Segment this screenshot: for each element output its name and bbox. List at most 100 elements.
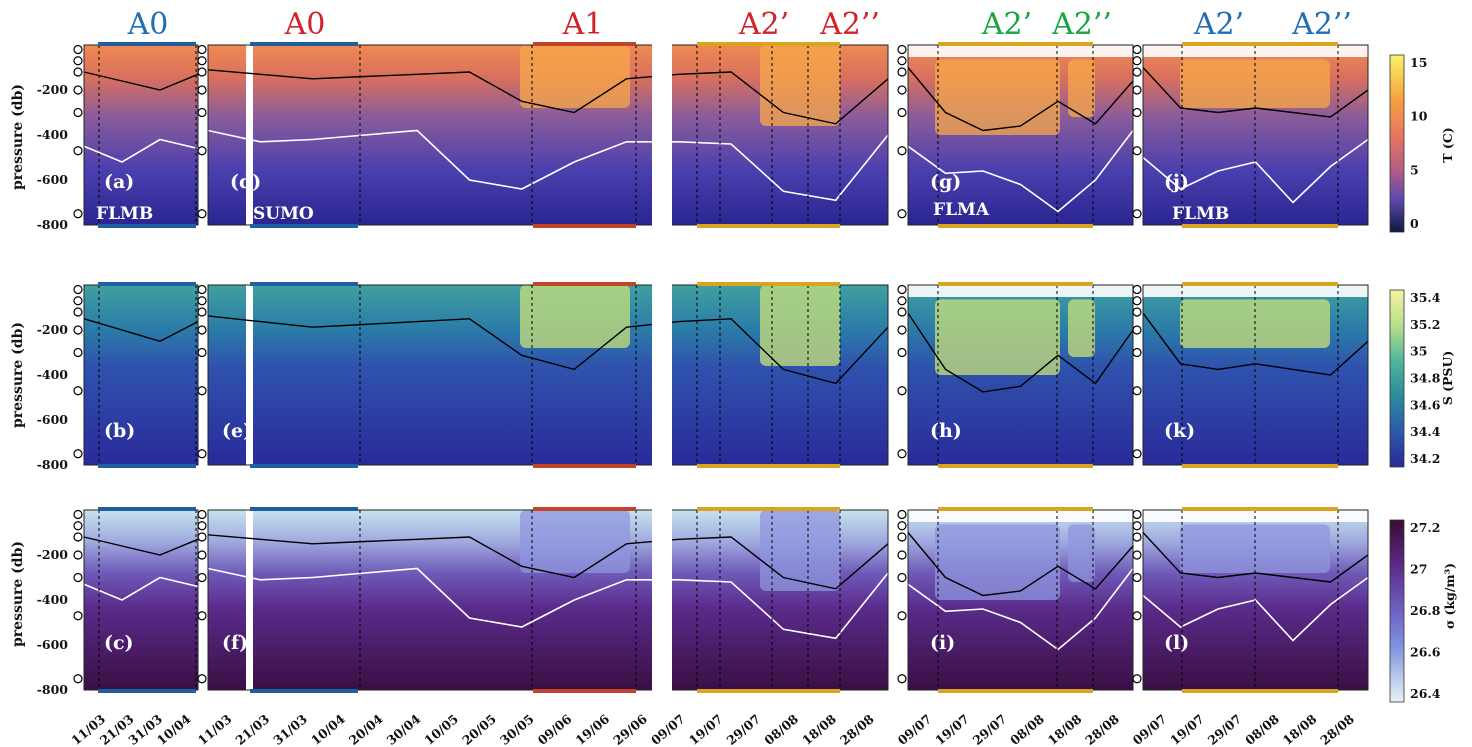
instrument-circle-r0-c0-2 <box>73 67 83 77</box>
y-tick-label-r1-2: -600 <box>37 412 69 427</box>
warm-water-patch-r1-3 <box>1068 299 1095 357</box>
instrument-circle-r1-c2-1 <box>897 296 907 306</box>
y-tick-label-r2-2: -600 <box>37 637 69 652</box>
instrument-circle-r2-c2-6 <box>897 674 907 684</box>
period-bar-top-r0-1 <box>250 42 358 46</box>
segment-label-a1: A1 <box>562 7 604 42</box>
instrument-circle-r2-c3-5 <box>1132 611 1142 621</box>
colorbar-tick-T-1: 10 <box>1410 109 1428 124</box>
segment-label-a0-2: A0 <box>284 7 326 42</box>
white-contour-r2-c1 <box>207 567 889 640</box>
instrument-circle-r0-c0-1 <box>73 56 83 66</box>
instrument-circle-r2-c3-4 <box>1132 572 1142 583</box>
colorbar-tick-T-3: 0 <box>1410 216 1419 231</box>
instrument-circle-r1-c1-6 <box>197 449 207 459</box>
data-gap-white-strip <box>246 45 253 237</box>
x-tick-label-c1-6: 10/05 <box>421 711 461 747</box>
instrument-circle-r0-c1-3 <box>197 85 207 95</box>
instrument-circle-r1-c3-3 <box>1132 325 1142 335</box>
instrument-circle-r0-c2-3 <box>897 85 907 95</box>
instrument-circle-r2-c2-1 <box>897 521 907 531</box>
y-tick-label-r1-1: -400 <box>37 367 69 382</box>
black-contour-r0-c1 <box>207 69 889 125</box>
data-gap-white-strip <box>246 285 253 477</box>
colorbar-tick-S-1: 35.2 <box>1410 317 1440 332</box>
warm-water-patch-r2-1 <box>760 510 840 591</box>
instrument-circle-r1-c1-2 <box>197 307 207 317</box>
heatmap-r0-c0 <box>84 45 198 225</box>
colorbar-tick-sig-0: 27.2 <box>1410 520 1440 535</box>
period-bar-top-r0-3 <box>697 42 840 46</box>
period-bar-bottom-r2-5 <box>1182 689 1338 693</box>
warm-water-patch-r0-0 <box>520 45 630 108</box>
black-contour-r0-c0 <box>83 71 199 91</box>
period-bar-bottom-r2-0 <box>98 689 196 693</box>
period-bar-top-r0-5 <box>1182 42 1338 46</box>
instrument-circle-r1-c0-5 <box>73 386 83 396</box>
warm-water-patch-r0-3 <box>1068 59 1095 117</box>
segment-label-a2pp-3: A2’’ <box>1291 7 1352 42</box>
no-data-top-r1-c2 <box>908 285 1133 297</box>
x-tick-label-c1-16: 18/08 <box>799 711 839 747</box>
y-tick-label-r2-3: -800 <box>37 682 69 697</box>
y-axis-label-row3: pressure (db) <box>10 541 26 647</box>
colorbar-tick-S-2: 35 <box>1410 344 1427 359</box>
colorbar-tick-sig-4: 26.4 <box>1410 686 1441 701</box>
instrument-circle-r1-c2-2 <box>897 307 907 317</box>
segment-label-a2pp-2: A2’’ <box>1051 7 1112 42</box>
x-tick-label-c1-4: 20/04 <box>346 711 386 747</box>
y-tick-label-r2-1: -400 <box>37 592 69 607</box>
instrument-circle-r2-c0-6 <box>73 674 83 684</box>
x-tick-label-c1-12: 09/07 <box>648 711 688 747</box>
panel-label-g: (g) <box>930 171 961 193</box>
instrument-circle-r1-c2-4 <box>897 347 907 358</box>
period-bar-bottom-r1-0 <box>98 464 196 468</box>
period-bar-top-r2-2 <box>533 507 636 511</box>
instrument-circle-r0-c2-2 <box>897 67 907 77</box>
period-bars <box>98 42 1338 693</box>
instrument-circle-r0-c3-3 <box>1132 85 1142 95</box>
x-tick-label-c3-4: 18/08 <box>1280 711 1320 747</box>
instrument-circle-r0-c1-1 <box>197 56 207 66</box>
instrument-circle-r0-c0-3 <box>73 85 83 95</box>
instrument-circle-r0-c0-0 <box>73 44 83 55</box>
instrument-circle-r2-c1-5 <box>197 611 207 621</box>
colorbar-sig <box>1389 519 1405 703</box>
instrument-circle-r0-c1-6 <box>197 209 207 219</box>
instrument-circle-r0-c2-1 <box>897 56 907 66</box>
instrument-circle-r2-c0-5 <box>73 611 83 621</box>
black-contour-r1-c2 <box>907 312 1134 393</box>
instrument-circle-r1-c0-2 <box>73 307 83 317</box>
white-contour-r0-c2 <box>907 130 1134 213</box>
instrument-circle-r1-c0-6 <box>73 449 83 459</box>
black-contour-r2-c1 <box>207 534 889 590</box>
x-tick-label-c1-11: 29/06 <box>610 711 650 747</box>
y-tick-label-r0-1: -400 <box>37 127 69 142</box>
period-bar-top-r1-2 <box>533 282 636 286</box>
x-tick-label-c1-13: 19/07 <box>686 711 726 747</box>
instrument-circle-r1-c3-5 <box>1132 386 1142 396</box>
segment-label-a0-1: A0 <box>127 7 169 42</box>
instrument-circle-r1-c2-0 <box>897 284 907 295</box>
time-gap-r1 <box>652 281 672 469</box>
heatmap-r2-c0 <box>84 510 198 690</box>
x-tick-label-c1-17: 28/08 <box>837 711 877 747</box>
instrument-circle-r2-c1-0 <box>197 509 207 520</box>
instrument-depth-markers <box>73 44 1142 684</box>
instrument-circle-r0-c1-4 <box>197 107 207 118</box>
instrument-circle-r0-c3-6 <box>1132 209 1142 219</box>
period-bar-bottom-r0-3 <box>697 224 840 228</box>
x-tick-label-c2-5: 28/08 <box>1082 711 1122 747</box>
x-tick-label-c3-3: 08/08 <box>1242 711 1282 747</box>
panel-label-a: (a) <box>104 171 134 193</box>
mooring-label-flma: FLMA <box>933 200 990 220</box>
warm-water-patch-r1-2 <box>935 299 1060 375</box>
period-bar-bottom-r1-2 <box>533 464 636 468</box>
colorbar-label-sigma: σ (kg/m³) <box>1442 563 1457 629</box>
segment-label-a2p-1: A2’ <box>738 7 789 42</box>
colorbar-tick-S-6: 34.2 <box>1410 451 1440 466</box>
instrument-circle-r0-c1-5 <box>197 146 207 156</box>
x-tick-label-c2-3: 08/08 <box>1007 711 1047 747</box>
x-tick-label-c1-7: 20/05 <box>459 711 499 747</box>
instrument-circle-r2-c3-0 <box>1132 509 1142 520</box>
